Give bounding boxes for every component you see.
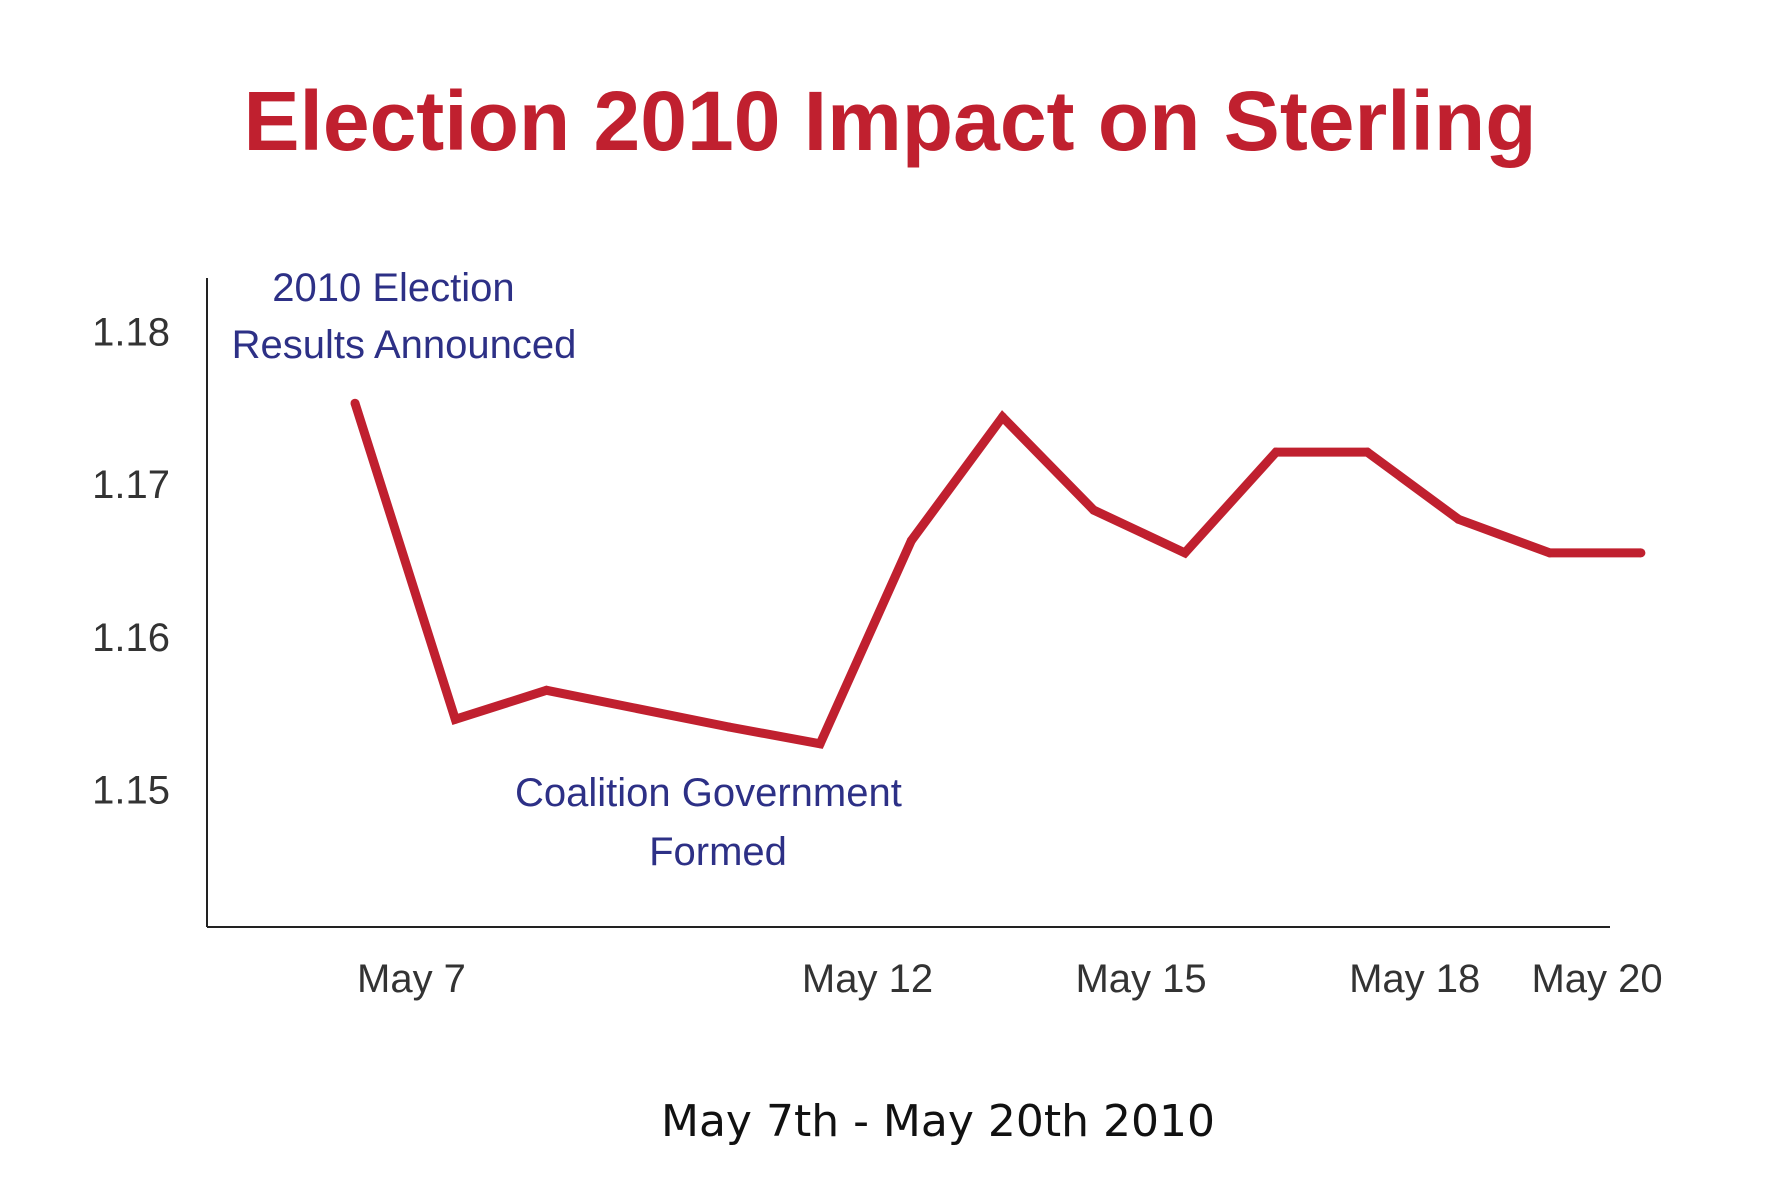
y-tick-label: 1.17	[92, 463, 170, 507]
data-point	[1089, 505, 1099, 515]
x-tick-label: May 7	[357, 957, 466, 1001]
series-line	[350, 401, 1641, 749]
data-point	[998, 412, 1008, 422]
y-tick-label: 1.18	[92, 310, 170, 354]
x-tick-label: May 20	[1531, 957, 1662, 1001]
x-axis-label: May 7th - May 20th 2010	[661, 1096, 1215, 1147]
x-tick-label: May 15	[1075, 957, 1206, 1001]
y-tick-label: 1.16	[92, 616, 170, 660]
annotation-election: 2010 Election Results Announced	[232, 266, 577, 367]
annotation-election-line-1: 2010 Election	[272, 266, 514, 310]
data-point	[1454, 514, 1464, 524]
chart-title: Election 2010 Impact on Sterling	[243, 74, 1536, 168]
annotation-coalition: Coalition Government Formed	[515, 771, 913, 874]
data-point	[815, 739, 825, 749]
data-point	[1545, 548, 1555, 558]
x-tick-labels: May 7 May 12 May 15 May 18 May 20	[357, 957, 1663, 1001]
data-point	[1636, 548, 1646, 558]
data-point	[724, 722, 734, 732]
data-point	[906, 536, 916, 546]
data-point	[450, 714, 460, 724]
annotation-election-line-2: Results Announced	[232, 323, 577, 367]
data-point	[1362, 447, 1372, 457]
y-tick-labels: 1.18 1.17 1.16 1.15	[92, 310, 170, 812]
data-point	[350, 398, 360, 408]
data-point	[1180, 548, 1190, 558]
data-point	[1271, 447, 1281, 457]
y-tick-label: 1.15	[92, 769, 170, 813]
annotation-coalition-line-1: Coalition Government	[515, 771, 902, 815]
data-point	[542, 685, 552, 695]
annotation-coalition-line-2: Formed	[649, 830, 787, 874]
x-tick-label: May 12	[802, 957, 933, 1001]
x-tick-label: May 18	[1349, 957, 1480, 1001]
